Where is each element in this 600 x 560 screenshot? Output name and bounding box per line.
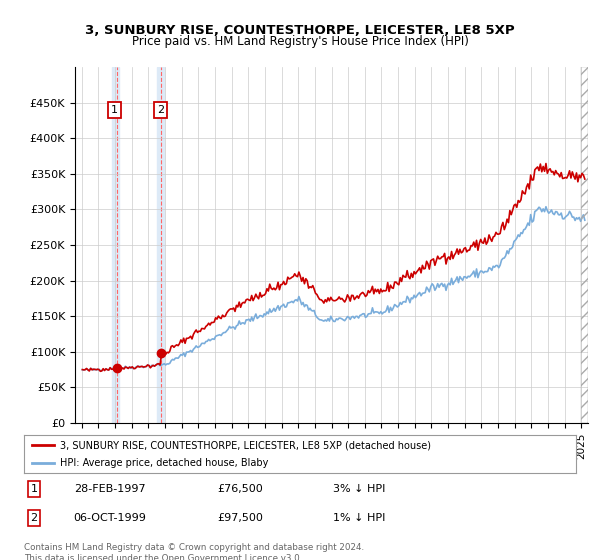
Text: 28-FEB-1997: 28-FEB-1997	[74, 484, 145, 494]
Text: 3% ↓ HPI: 3% ↓ HPI	[333, 484, 385, 494]
Text: 2: 2	[31, 513, 37, 522]
Text: £97,500: £97,500	[217, 513, 263, 522]
Text: 06-OCT-1999: 06-OCT-1999	[74, 513, 146, 522]
Text: £76,500: £76,500	[217, 484, 263, 494]
Text: 2: 2	[157, 105, 164, 115]
Text: 3, SUNBURY RISE, COUNTESTHORPE, LEICESTER, LE8 5XP (detached house): 3, SUNBURY RISE, COUNTESTHORPE, LEICESTE…	[60, 440, 431, 450]
Text: 1: 1	[111, 105, 118, 115]
Text: 3, SUNBURY RISE, COUNTESTHORPE, LEICESTER, LE8 5XP: 3, SUNBURY RISE, COUNTESTHORPE, LEICESTE…	[85, 24, 515, 37]
Bar	[157, 67, 164, 423]
Text: 1: 1	[31, 484, 37, 494]
Bar	[112, 67, 119, 423]
Text: 1% ↓ HPI: 1% ↓ HPI	[333, 513, 385, 522]
Text: HPI: Average price, detached house, Blaby: HPI: Average price, detached house, Blab…	[60, 458, 268, 468]
Text: Price paid vs. HM Land Registry's House Price Index (HPI): Price paid vs. HM Land Registry's House …	[131, 35, 469, 48]
Text: Contains HM Land Registry data © Crown copyright and database right 2024.
This d: Contains HM Land Registry data © Crown c…	[24, 543, 364, 560]
